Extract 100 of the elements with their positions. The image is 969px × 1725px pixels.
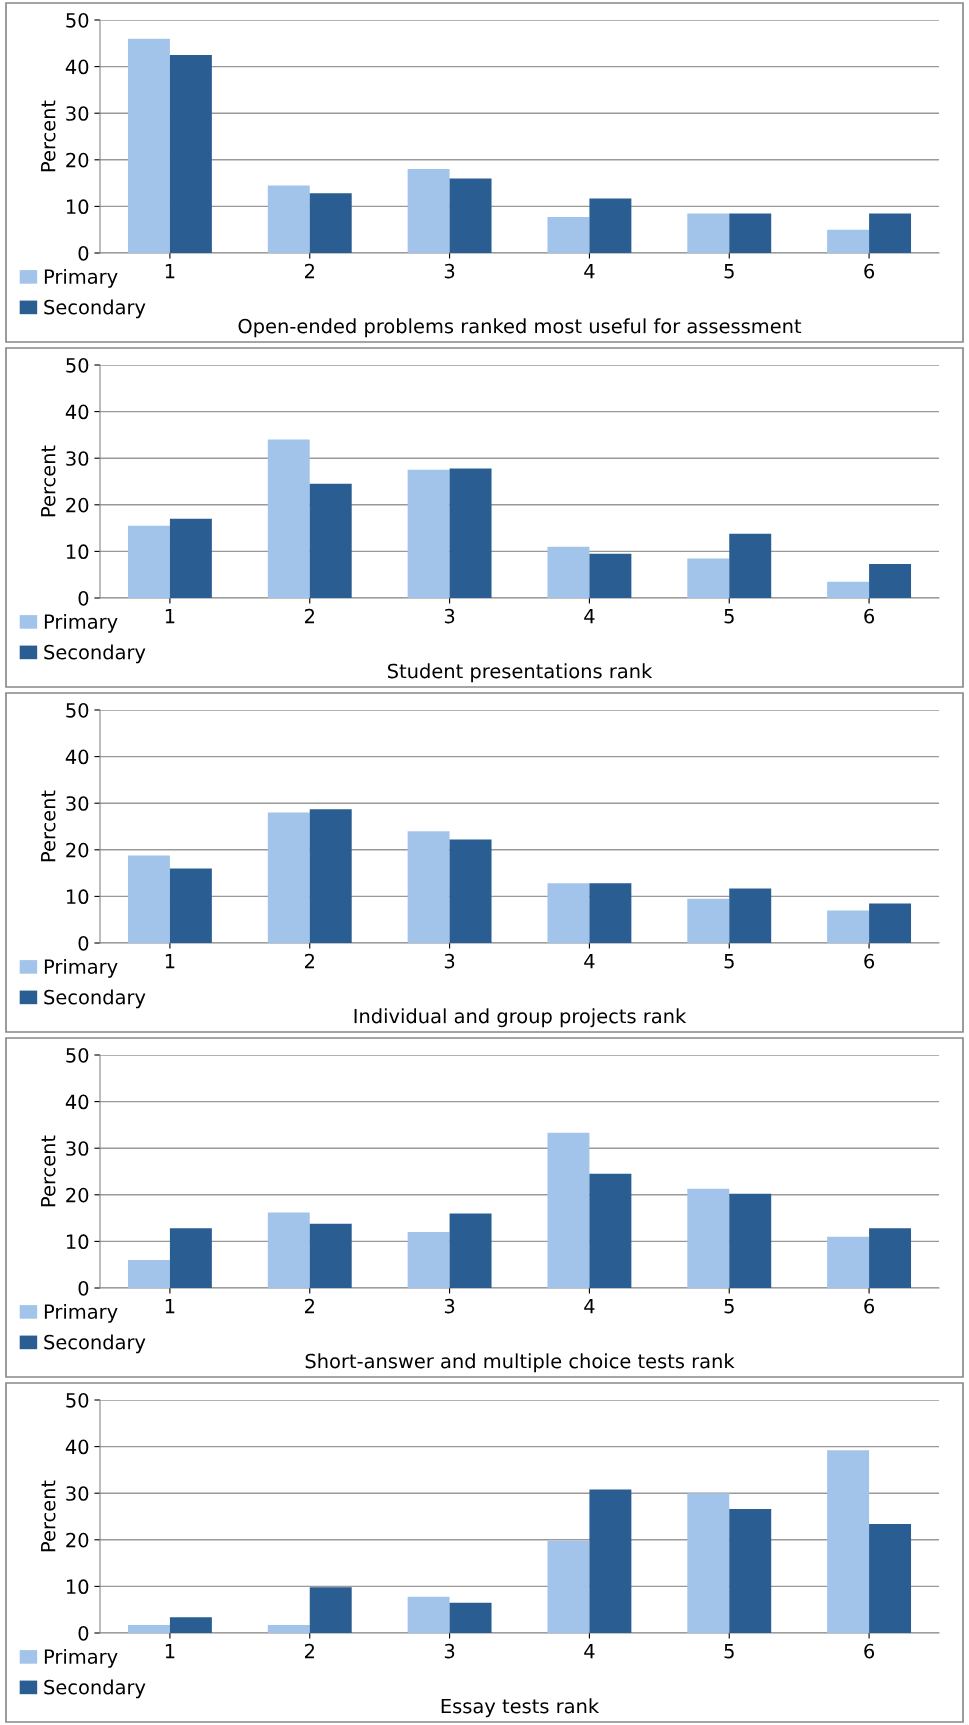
y-tick-label: 50 [66, 1047, 89, 1063]
y-tick-label: 50 [66, 12, 89, 28]
y-tick-label: 20 [66, 152, 89, 168]
bar [827, 1450, 870, 1633]
y-tick-label: 30 [66, 451, 89, 466]
x-axis-title: Individual and group projects rank [354, 1008, 687, 1028]
x-tick-label: 4 [584, 954, 595, 969]
y-tick-label: 0 [78, 935, 89, 951]
x-tick-label: 5 [724, 264, 734, 279]
x-tick-label: 6 [864, 1298, 875, 1314]
y-tick-label: 30 [66, 106, 89, 121]
bar [869, 903, 912, 943]
bar [869, 1228, 912, 1288]
bar [729, 1193, 772, 1288]
x-tick-label: 5 [724, 1644, 734, 1659]
bar [169, 868, 212, 943]
x-tick-label: 1 [165, 264, 175, 279]
bar [547, 883, 590, 943]
y-tick-label: 40 [65, 1094, 89, 1110]
y-tick-label: 0 [78, 245, 89, 261]
bar [547, 1132, 590, 1288]
legend-label: Secondary [44, 299, 146, 319]
x-tick-label: 2 [304, 953, 314, 969]
y-axis-title: Percent [41, 1480, 56, 1552]
x-tick-label: 5 [724, 609, 734, 624]
bar [589, 883, 632, 943]
bar [589, 198, 632, 253]
bar [127, 1260, 170, 1288]
bar [127, 38, 170, 253]
bar [687, 898, 730, 943]
bar [449, 1213, 492, 1288]
x-tick-label: 3 [444, 263, 455, 279]
bar [407, 169, 450, 253]
bar [869, 213, 912, 253]
y-tick-label: 50 [66, 1392, 89, 1408]
bar [869, 563, 912, 598]
bar [407, 831, 450, 943]
bar [687, 1188, 730, 1288]
x-axis-title: Short-answer and multiple choice tests rank [305, 1353, 735, 1373]
x-tick-label: 6 [864, 608, 875, 624]
legend-label: Primary [44, 613, 118, 633]
bar [827, 910, 870, 943]
bar [589, 1489, 632, 1633]
bar [449, 1602, 492, 1633]
y-axis-title: Percent [41, 1135, 56, 1207]
y-tick-label: 10 [66, 544, 89, 560]
bar [127, 1625, 170, 1633]
x-tick-label: 2 [304, 1298, 314, 1314]
bar [407, 1232, 450, 1288]
legend-label: Primary [44, 1648, 118, 1668]
y-tick-label: 10 [66, 199, 89, 215]
bar [309, 193, 352, 253]
bar [407, 1596, 450, 1633]
bar [827, 229, 870, 253]
x-tick-label: 2 [304, 608, 314, 624]
bar [827, 1236, 870, 1288]
y-tick-label: 0 [78, 590, 89, 606]
bar [449, 468, 492, 598]
y-tick-label: 40 [65, 749, 89, 765]
bar [169, 1617, 212, 1633]
bar [169, 518, 212, 598]
bar [169, 54, 212, 253]
y-tick-label: 50 [66, 357, 89, 373]
bar [267, 1212, 310, 1288]
bar [547, 217, 590, 253]
x-tick-label: 4 [584, 264, 595, 279]
bar [687, 213, 730, 253]
x-axis-title: Student presentations rank [387, 663, 653, 683]
bar [127, 855, 170, 943]
y-tick-label: 20 [66, 842, 89, 858]
legend-label: Secondary [44, 989, 146, 1009]
bar [687, 558, 730, 598]
bar [869, 1523, 912, 1633]
bar [729, 1509, 772, 1633]
legend-label: Primary [44, 1303, 118, 1323]
y-tick-label: 20 [66, 497, 89, 513]
x-axis-title: Open-ended problems ranked most useful for assessment [238, 318, 802, 338]
x-tick-label: 1 [165, 954, 175, 969]
legend-label: Secondary [44, 1334, 146, 1354]
y-axis-title: Percent [41, 100, 56, 172]
bar [407, 469, 450, 598]
legend-label: Primary [44, 268, 118, 288]
y-tick-label: 40 [65, 404, 89, 420]
y-axis-title: Percent [41, 790, 56, 862]
y-tick-label: 30 [66, 1141, 89, 1156]
y-tick-label: 10 [66, 889, 89, 905]
x-tick-label: 1 [165, 1299, 175, 1314]
x-tick-label: 4 [584, 1644, 595, 1659]
x-tick-label: 2 [304, 263, 314, 279]
bar [309, 1223, 352, 1288]
x-tick-label: 1 [165, 609, 175, 624]
x-tick-label: 2 [304, 1643, 314, 1659]
y-axis-title: Percent [41, 445, 56, 517]
x-tick-label: 4 [584, 609, 595, 624]
bar [589, 553, 632, 598]
bar [267, 1625, 310, 1633]
bar [729, 213, 772, 253]
bar [729, 533, 772, 598]
legend-label: Secondary [44, 1679, 146, 1699]
bar [729, 888, 772, 943]
